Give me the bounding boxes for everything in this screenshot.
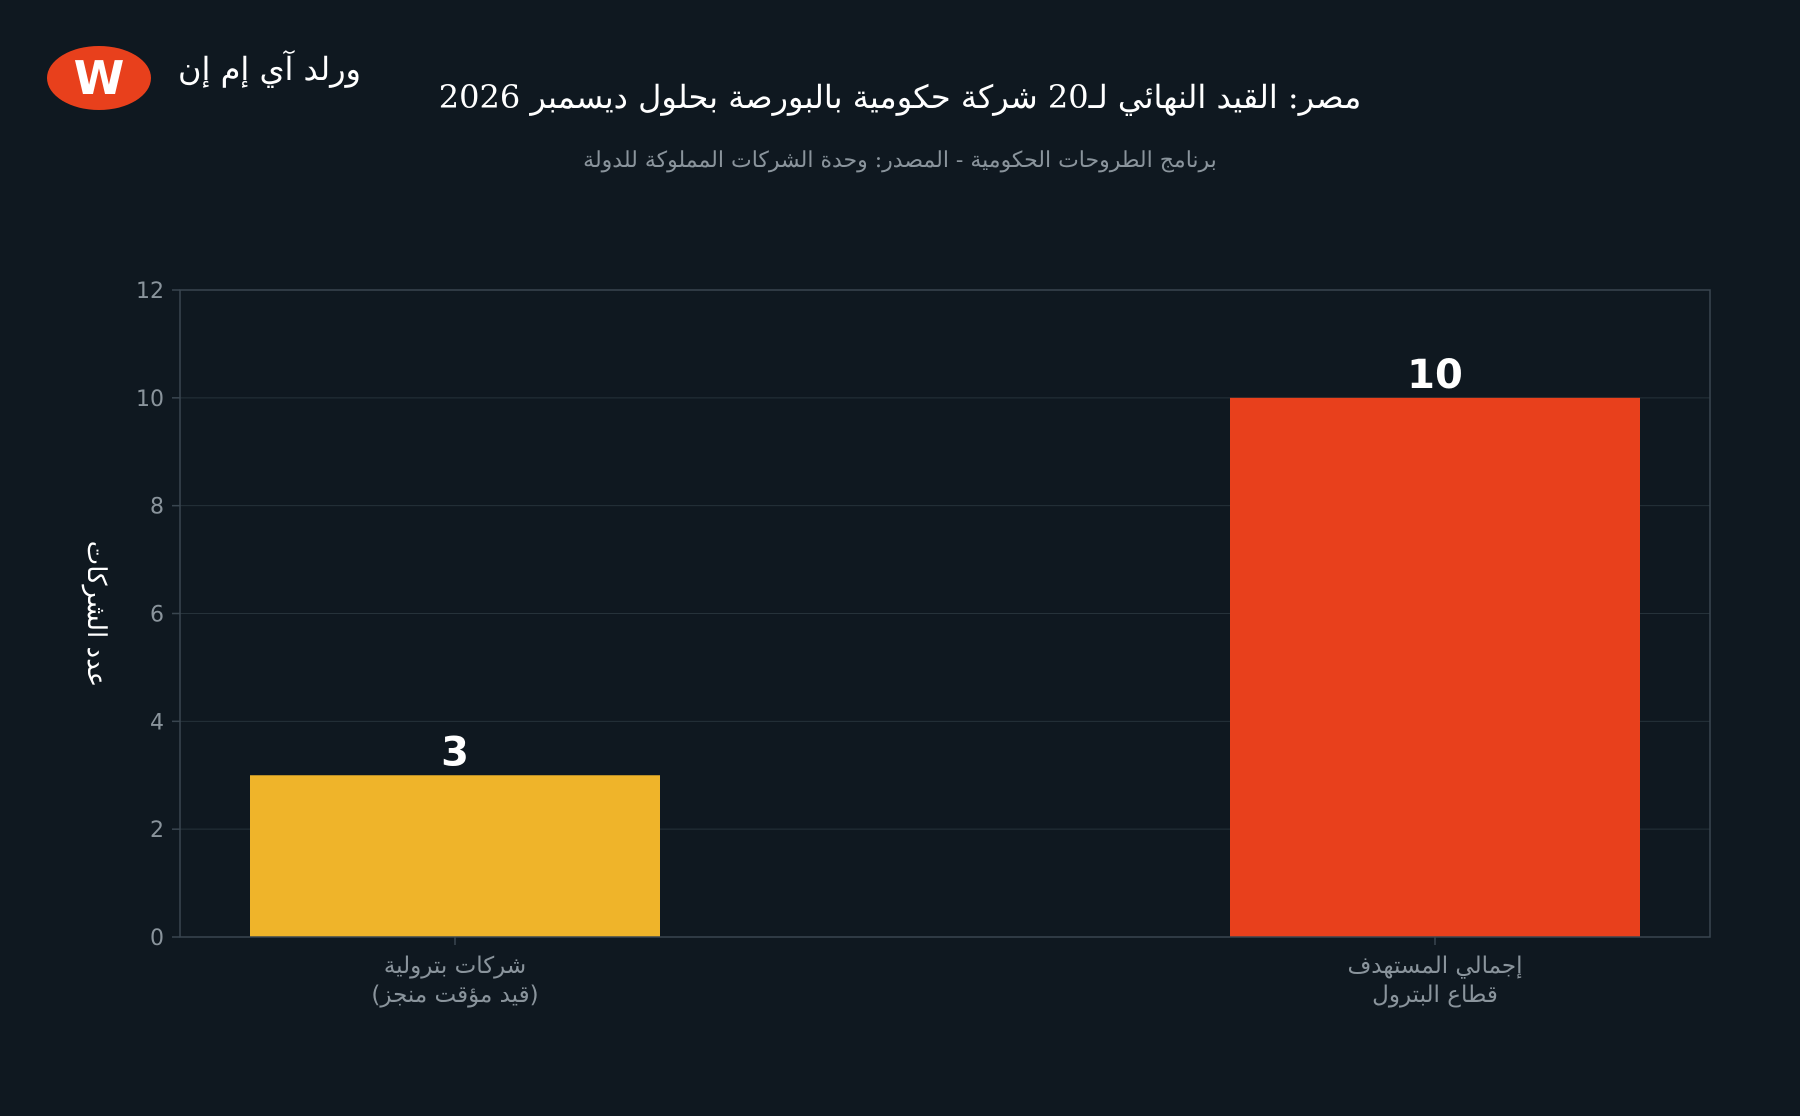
x-category-label: إجمالي المستهدف: [1347, 953, 1522, 979]
y-tick-label: 0: [150, 926, 164, 951]
y-axis-ticks: 0 2 4 6 8 10 12: [136, 279, 1436, 951]
bar-value-label: 3: [441, 729, 469, 775]
chart-subtitle: برنامج الطروحات الحكومية - المصدر: وحدة …: [583, 148, 1217, 173]
y-tick-label: 12: [136, 279, 164, 304]
y-axis-title: عدد الشركات: [81, 541, 111, 687]
bar: [250, 775, 660, 937]
x-category-label: (قيد مؤقت منجز): [371, 982, 538, 1008]
y-tick-label: 6: [150, 603, 164, 628]
x-category-label: شركات بترولية: [384, 953, 526, 979]
y-tick-label: 4: [150, 710, 164, 735]
y-tick-label: 10: [136, 387, 164, 412]
y-tick-label: 2: [150, 818, 164, 843]
bar-value-label: 10: [1407, 352, 1463, 398]
bars: [250, 397, 1640, 937]
brand-logo-icon: W: [47, 46, 151, 110]
chart-title: مصر: القيد النهائي لـ20 شركة حكومية بالب…: [438, 78, 1362, 116]
logo-letter: W: [73, 51, 125, 105]
x-axis-categories: شركات بترولية (قيد مؤقت منجز) إجمالي المست…: [371, 953, 1522, 1008]
x-category-label: قطاع البترول: [1372, 982, 1498, 1008]
bar: [1230, 397, 1640, 937]
y-tick-label: 8: [150, 495, 164, 520]
brand-name: ورلد آي إم إن: [178, 50, 361, 88]
value-labels: 3 10: [441, 352, 1463, 775]
